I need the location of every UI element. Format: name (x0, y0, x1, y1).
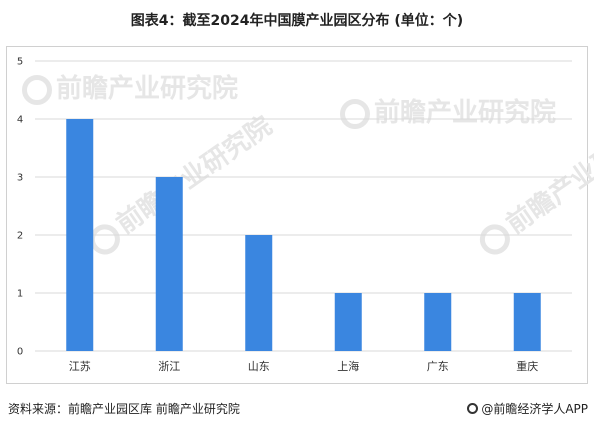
source-note: 资料来源：前瞻产业园区库 前瞻产业研究院 (8, 402, 240, 416)
x-tick-label: 浙江 (158, 360, 180, 373)
y-tick-label: 3 (17, 173, 23, 184)
bar (424, 293, 452, 351)
x-tick-label: 江苏 (69, 360, 91, 373)
bar (66, 119, 94, 351)
bar (155, 177, 183, 351)
bar (513, 293, 541, 351)
brand-note: @前瞻经济学人APP (467, 400, 588, 417)
x-tick-label: 广东 (427, 360, 449, 373)
bar (245, 235, 273, 351)
chart-frame (6, 46, 588, 384)
chart-title: 图表4：截至2024年中国膜产业园区分布 (单位：个) (130, 13, 464, 29)
brand-text: @前瞻经济学人APP (481, 402, 588, 416)
bar (334, 293, 362, 351)
y-tick-label: 2 (17, 231, 23, 242)
brand-logo-icon (467, 403, 479, 414)
y-tick-label: 5 (17, 57, 23, 68)
y-tick-label: 4 (17, 115, 23, 126)
x-tick-label: 山东 (248, 360, 270, 373)
x-tick-label: 重庆 (516, 359, 538, 373)
y-tick-label: 0 (17, 347, 23, 358)
y-tick-label: 1 (17, 289, 23, 300)
x-tick-label: 上海 (337, 359, 359, 373)
